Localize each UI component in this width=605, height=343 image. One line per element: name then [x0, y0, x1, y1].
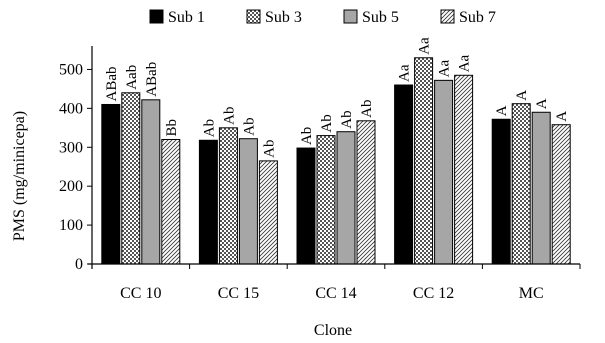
x-tick-label: CC 15: [218, 285, 259, 302]
bar-mc-sub3: [511, 103, 531, 265]
bar-label: Bb: [164, 119, 180, 137]
bar-label: ABab: [104, 66, 120, 101]
bar-cc10-sub5: [141, 99, 161, 265]
bar-cc14-sub3: [316, 135, 336, 265]
y-tick-label: 0: [75, 256, 83, 273]
bar-cc15-sub7: [258, 160, 278, 265]
legend-swatch: [246, 9, 261, 24]
bar-label: Aab: [124, 65, 140, 90]
bar-cc10-sub1: [101, 103, 121, 265]
y-tick-label: 400: [59, 100, 83, 117]
bar-label: A: [514, 90, 530, 101]
legend-label: Sub 1: [168, 9, 205, 26]
bar-label: Ab: [339, 110, 355, 128]
bar-label: Aa: [457, 54, 473, 72]
legend-label: Sub 5: [362, 9, 399, 26]
y-tick-label: 100: [59, 217, 83, 234]
bar-cc15-sub3: [218, 127, 238, 265]
axes: CC 10 CC 15 CC 14 CC 12 MC 0 100 200 300 400 500: [59, 46, 581, 302]
bar-cc15-sub5: [238, 138, 258, 265]
bar-cc12-sub5: [434, 79, 454, 265]
y-tick-label: 300: [59, 139, 83, 156]
x-tick-label: CC 12: [413, 285, 454, 302]
legend: Sub 1 Sub 3 Sub 5 Sub 7: [149, 9, 496, 26]
bar-label: Ab: [261, 140, 277, 158]
y-tick-label: 500: [59, 61, 83, 78]
legend-label: Sub 3: [265, 9, 302, 26]
bar-label: Aa: [397, 64, 413, 82]
bar-label: A: [554, 111, 570, 122]
bar-label: Aa: [417, 37, 433, 55]
bar-label: Ab: [201, 119, 217, 137]
bar-label: Ab: [221, 106, 237, 124]
bar-label: A: [494, 105, 510, 116]
bar-cc15-sub1: [198, 139, 218, 265]
bar-label: Ab: [359, 99, 375, 117]
bar-cc14-sub7: [356, 120, 376, 265]
bar-cc14-sub5: [336, 131, 356, 265]
bar-label: Ab: [299, 127, 315, 145]
x-tick-label: MC: [519, 285, 544, 302]
bar-cc10-sub7: [161, 138, 181, 265]
bar-cc10-sub3: [121, 92, 141, 265]
y-tick-label: 200: [59, 178, 83, 195]
y-axis-label: PMS (mg/minicepa): [11, 111, 28, 241]
bar-cc12-sub3: [414, 57, 434, 265]
legend-swatch: [149, 9, 164, 24]
legend-swatch: [440, 9, 455, 24]
bar-label: Aa: [437, 60, 453, 78]
bar-label: A: [534, 98, 550, 109]
legend-label: Sub 7: [459, 9, 496, 26]
bar-mc-sub1: [491, 118, 511, 265]
x-tick-label: CC 14: [315, 285, 356, 302]
x-axis-label: Clone: [314, 322, 352, 339]
x-tick-label: CC 10: [120, 285, 161, 302]
bar-mc-sub5: [531, 111, 551, 265]
bar-cc12-sub7: [454, 74, 474, 265]
bar-mc-sub7: [551, 124, 571, 265]
bar-label: Ab: [241, 117, 257, 135]
legend-swatch: [343, 9, 358, 24]
bar-label: ABab: [144, 62, 160, 97]
bar-label: Ab: [319, 114, 335, 132]
bar-cc14-sub1: [296, 147, 316, 265]
bars: [101, 57, 571, 265]
bar-cc12-sub1: [394, 84, 414, 265]
